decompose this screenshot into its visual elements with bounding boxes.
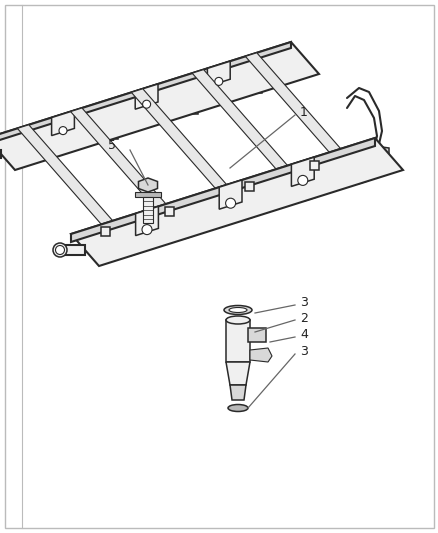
- Polygon shape: [135, 206, 158, 236]
- Polygon shape: [245, 53, 368, 184]
- Polygon shape: [71, 108, 194, 240]
- Polygon shape: [207, 61, 230, 86]
- Circle shape: [225, 198, 235, 208]
- Polygon shape: [143, 197, 153, 223]
- Circle shape: [214, 77, 223, 85]
- Polygon shape: [0, 42, 318, 170]
- Polygon shape: [244, 182, 254, 191]
- Ellipse shape: [229, 308, 247, 312]
- Ellipse shape: [55, 246, 64, 254]
- Polygon shape: [247, 328, 265, 342]
- Polygon shape: [138, 178, 157, 192]
- Polygon shape: [226, 320, 249, 362]
- Circle shape: [297, 175, 307, 185]
- Polygon shape: [45, 153, 53, 159]
- Polygon shape: [71, 138, 402, 266]
- Polygon shape: [291, 157, 314, 187]
- Text: 4: 4: [299, 328, 307, 342]
- Circle shape: [141, 224, 152, 235]
- Polygon shape: [110, 133, 117, 139]
- Ellipse shape: [227, 405, 247, 411]
- Polygon shape: [309, 161, 318, 170]
- Ellipse shape: [223, 305, 251, 314]
- Text: 2: 2: [299, 311, 307, 325]
- Polygon shape: [71, 138, 374, 242]
- Polygon shape: [52, 110, 74, 135]
- Polygon shape: [0, 150, 1, 158]
- Polygon shape: [135, 192, 161, 197]
- Circle shape: [142, 100, 150, 108]
- Circle shape: [59, 127, 67, 135]
- Polygon shape: [135, 84, 158, 109]
- Polygon shape: [219, 180, 241, 209]
- Polygon shape: [226, 362, 249, 385]
- Polygon shape: [0, 42, 290, 144]
- Text: 1: 1: [299, 106, 307, 118]
- Polygon shape: [18, 125, 141, 256]
- Polygon shape: [374, 146, 388, 160]
- Text: 3: 3: [299, 296, 307, 310]
- Polygon shape: [254, 87, 261, 93]
- Polygon shape: [60, 245, 85, 255]
- Polygon shape: [230, 385, 245, 400]
- Polygon shape: [100, 227, 110, 236]
- Polygon shape: [165, 207, 174, 216]
- Text: 5: 5: [108, 139, 116, 151]
- Polygon shape: [192, 70, 315, 201]
- Polygon shape: [249, 348, 272, 362]
- Polygon shape: [131, 89, 254, 221]
- Polygon shape: [189, 108, 197, 114]
- Ellipse shape: [53, 243, 67, 257]
- Ellipse shape: [226, 316, 249, 324]
- Text: 3: 3: [299, 345, 307, 359]
